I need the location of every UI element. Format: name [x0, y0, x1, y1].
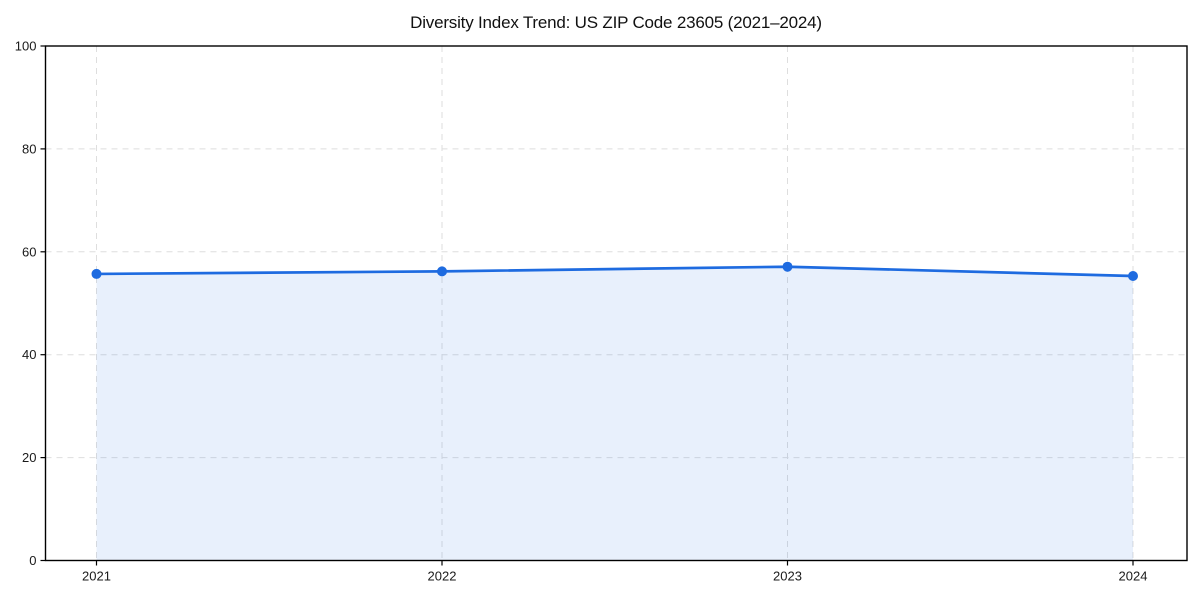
data-point-2022 [437, 266, 447, 277]
data-point-2023 [782, 261, 793, 272]
x-tick-label: 2024 [1119, 569, 1148, 584]
chart-title: Diversity Index Trend: US ZIP Code 23605… [410, 13, 822, 32]
y-tick-label: 60 [22, 244, 36, 259]
x-tick-label: 2023 [773, 569, 802, 584]
x-tick-label: 2021 [82, 569, 111, 584]
y-tick-label: 20 [22, 450, 36, 465]
data-point-2021 [91, 268, 102, 279]
y-tick-label: 0 [29, 553, 36, 568]
y-tick-label: 100 [15, 39, 37, 54]
x-tick-label: 2022 [428, 569, 457, 584]
y-tick-label: 80 [22, 141, 36, 156]
data-point-2024 [1128, 270, 1138, 281]
y-tick-label: 40 [22, 347, 36, 362]
area-fill [96, 266, 1133, 561]
plot-border [44, 45, 1188, 562]
trend-line [95, 265, 1135, 278]
